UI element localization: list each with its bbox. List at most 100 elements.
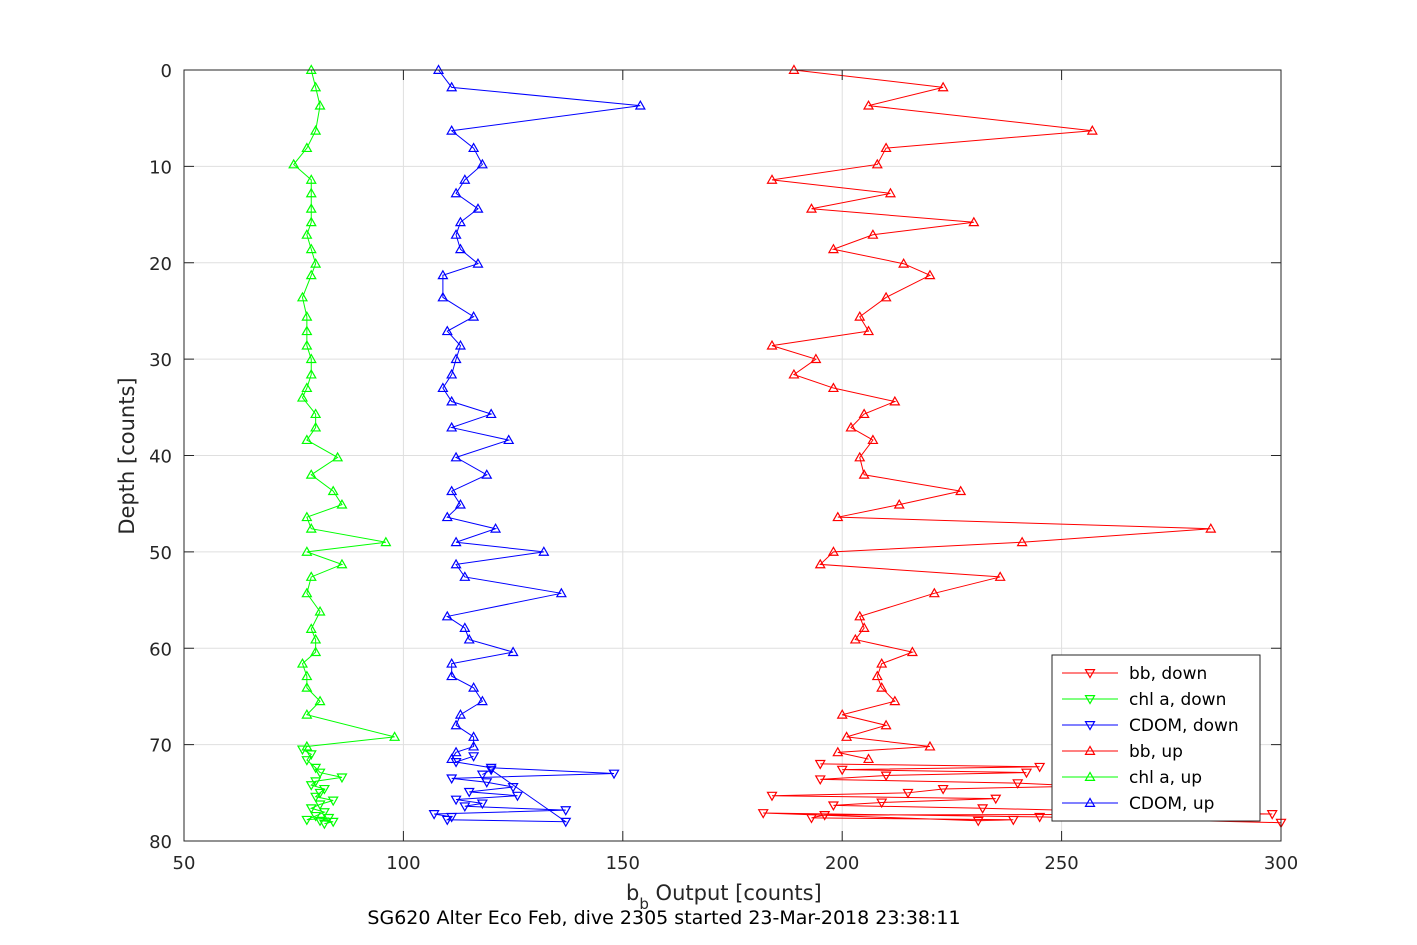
series-line-cdom-down [434, 755, 615, 823]
y-tick-label: 20 [149, 254, 172, 275]
data-point [446, 657, 458, 668]
data-point [301, 229, 313, 239]
x-tick-label: 300 [1264, 853, 1298, 874]
data-point [314, 800, 326, 811]
data-point [832, 746, 844, 757]
data-point [305, 523, 317, 533]
data-point [924, 740, 936, 751]
data-point [446, 753, 458, 764]
data-point [336, 498, 348, 509]
data-point [446, 81, 458, 92]
data-point [867, 434, 879, 445]
legend-item-bb-down: bb, down [1062, 664, 1207, 684]
data-point [836, 709, 848, 719]
data-point [757, 809, 769, 819]
data-point [849, 633, 861, 644]
data-point [459, 571, 471, 581]
data-point [450, 451, 462, 462]
data-point [1205, 523, 1217, 533]
series-line-cdom-up [438, 69, 641, 760]
data-point [876, 682, 888, 692]
data-point [327, 817, 339, 828]
data-point [310, 792, 322, 803]
data-point [310, 811, 322, 822]
x-tick-label: 50 [173, 853, 196, 874]
data-point [446, 395, 458, 406]
data-point [463, 633, 475, 644]
data-point [1266, 810, 1278, 820]
data-point [305, 804, 317, 814]
data-point [468, 740, 480, 751]
data-point [463, 787, 475, 798]
legend-item-chl-a-up: chl a, up [1062, 768, 1202, 788]
y-tick-label: 60 [149, 639, 172, 660]
data-point [468, 142, 480, 153]
data-point [310, 421, 322, 432]
data-point [871, 158, 883, 169]
data-point [490, 523, 502, 533]
data-point [476, 158, 488, 169]
data-point [437, 269, 449, 280]
legend-label: bb, down [1129, 664, 1207, 684]
data-point [814, 558, 826, 569]
data-point [836, 765, 848, 776]
data-point [476, 770, 488, 781]
data-point [310, 81, 322, 92]
data-point [459, 174, 471, 184]
legend-label: chl a, up [1129, 768, 1202, 788]
x-axis-label-rest: Output [counts] [649, 881, 822, 905]
data-point [1034, 762, 1046, 773]
data-point [288, 158, 300, 169]
data-point [432, 64, 445, 74]
data-point [854, 610, 866, 621]
data-point [296, 291, 309, 302]
axis-ticks: 50 100 150 200 250 300 0 10 20 30 40 50 60 70 80 [149, 61, 1298, 874]
data-point [314, 605, 326, 616]
data-point [310, 646, 322, 657]
data-point [788, 368, 800, 379]
data-point [827, 801, 839, 812]
data-point [862, 99, 875, 110]
x-axis-label-subscript: b [639, 895, 649, 913]
y-tick-label: 0 [161, 61, 172, 82]
data-point [814, 759, 826, 770]
data-point [301, 434, 313, 445]
y-tick-label: 80 [149, 832, 172, 853]
data-point [441, 610, 453, 621]
data-point [867, 229, 879, 239]
data-point [472, 203, 484, 213]
data-point [301, 546, 313, 556]
data-point [481, 778, 493, 788]
data-point [955, 485, 967, 496]
data-point [459, 802, 471, 813]
data-point [854, 451, 866, 462]
data-point [876, 798, 888, 809]
data-point [301, 382, 313, 393]
data-point [560, 806, 572, 816]
legend-label: CDOM, up [1129, 794, 1214, 814]
data-point [446, 670, 458, 681]
chart-caption: SG620 Alter Eco Feb, dive 2305 started 2… [367, 907, 960, 929]
data-point [380, 536, 392, 547]
data-point [608, 769, 620, 780]
data-point [968, 216, 980, 227]
data-point [1086, 125, 1098, 135]
legend-swatch-marker [1084, 695, 1096, 705]
data-point [880, 142, 892, 153]
data-point [906, 646, 918, 657]
data-point [454, 339, 466, 350]
series-line-bb-down [763, 763, 1282, 824]
data-point [472, 258, 484, 268]
data-point [446, 774, 458, 785]
y-tick-label: 10 [149, 157, 172, 178]
data-point [814, 775, 826, 786]
data-point [827, 243, 839, 254]
data-point [318, 808, 330, 818]
y-tick-label: 50 [149, 543, 172, 564]
data-point [511, 791, 524, 802]
data-point [446, 125, 458, 135]
data-point [305, 781, 317, 791]
legend-label: CDOM, down [1129, 716, 1239, 736]
data-point [305, 750, 317, 760]
